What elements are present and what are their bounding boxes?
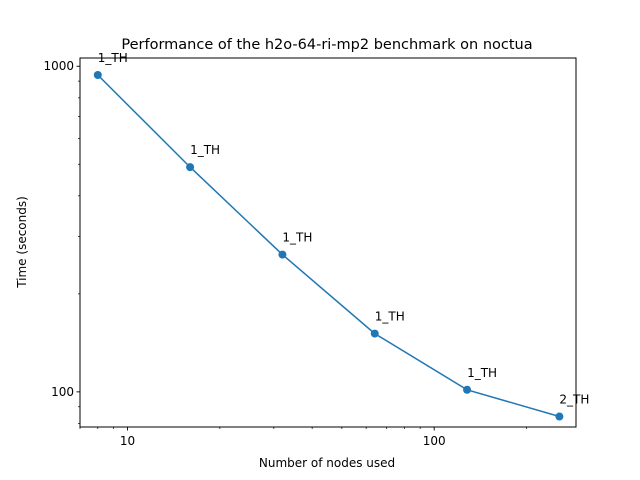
data-label: 1_TH [190,143,220,157]
data-label: 2_TH [559,393,589,407]
data-label: 1_TH [467,366,497,380]
plot-area: 10 100 100 1000 1_TH 1_TH 1_TH 1_TH 1_TH 2_TH [43,51,589,448]
x-axis-label: Number of nodes used [259,456,395,470]
x-tick-label: 10 [120,434,135,448]
data-point [186,163,195,172]
x-tick-label: 100 [423,434,446,448]
data-point [463,385,472,394]
data-point [278,250,287,259]
data-label: 1_TH [98,51,128,65]
series-line [97,74,560,418]
y-tick-label: 1000 [43,59,74,73]
y-tick-label: 100 [51,385,74,399]
y-axis-label: Time (seconds) [15,196,29,289]
data-label: 1_TH [375,310,405,324]
data-label: 1_TH [282,231,312,245]
data-point [93,70,102,79]
chart-title: Performance of the h2o-64-ri-mp2 benchma… [121,37,532,53]
plot-frame [79,57,577,428]
data-point [555,412,564,421]
data-point [370,329,379,338]
